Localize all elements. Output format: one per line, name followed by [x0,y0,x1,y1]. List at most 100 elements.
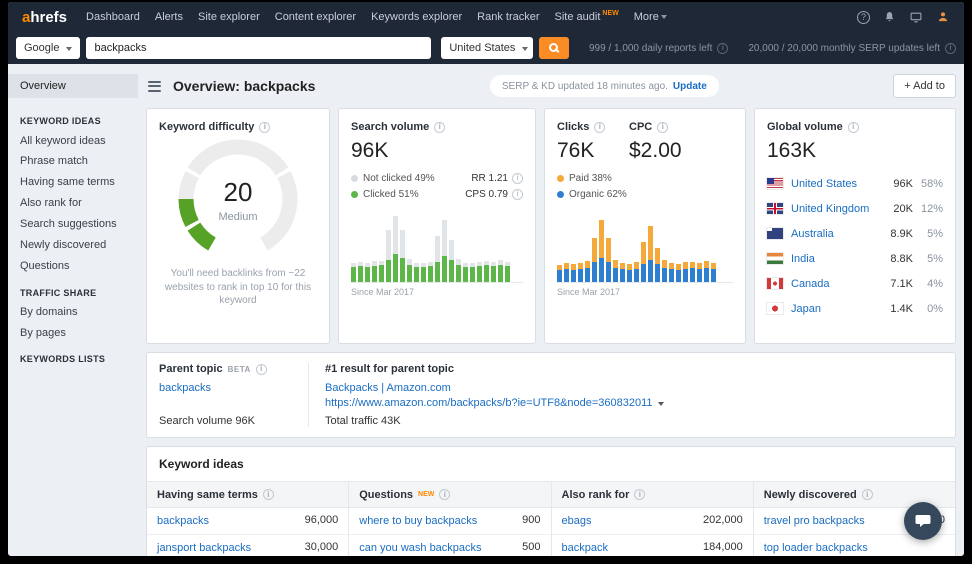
info-icon[interactable] [861,489,873,500]
nav-site-explorer[interactable]: Site explorer [197,11,260,23]
column-header-label: Also rank for [561,488,630,501]
sidebar-item-newly-discovered[interactable]: Newly discovered [20,239,107,252]
country-link[interactable]: Canada [791,277,830,290]
keyword-row: jansport backpacks 30,000 [147,535,348,556]
nav-dashboard[interactable]: Dashboard [86,11,140,23]
keyword-link[interactable]: top loader backpacks [763,542,868,555]
parent-topic-title-row: Parent topic BETA [159,363,296,375]
difficulty-score: 20 [223,177,253,207]
column-header-label: Newly discovered [763,488,857,501]
country-volume: 7.1K [890,277,913,290]
country-link[interactable]: Japan [791,302,821,315]
country-link[interactable]: United States [791,177,858,190]
sidebar-item-all-keyword-ideas[interactable]: All keyword ideas [20,134,106,147]
hamburger-menu-icon[interactable] [146,79,163,94]
country-row: India 8.8K 5% [767,246,943,271]
info-icon[interactable] [594,121,606,133]
nav-keywords-explorer[interactable]: Keywords explorer [371,11,463,23]
nav-more-label: More [633,11,659,23]
bell-icon[interactable] [883,11,896,24]
sidebar-item-also-rank-for[interactable]: Also rank for [20,197,82,210]
sidebar-item-questions[interactable]: Questions [20,260,70,273]
questions-header: Questions NEW [349,482,551,508]
info-icon[interactable] [945,42,956,54]
info-icon[interactable] [847,121,859,133]
keyword-volume: 30,000 [304,541,339,554]
sidebar-item-search-suggestions[interactable]: Search suggestions [20,218,117,231]
sidebar-item-by-domains[interactable]: By domains [20,306,78,319]
add-to-button[interactable]: + Add to [893,74,956,98]
nav-site-audit[interactable]: Site audit NEW [554,10,619,23]
country-percent: 4% [927,277,943,290]
country-percent: 12% [920,202,943,215]
beta-badge: BETA [227,364,251,374]
country-select[interactable]: United States [441,37,534,59]
info-icon[interactable] [657,121,669,133]
country-percent: 58% [920,177,943,190]
sidebar-item-phrase-match[interactable]: Phrase match [20,155,88,168]
info-icon[interactable] [434,121,446,133]
nav-site-audit-label: Site audit [554,11,601,23]
new-badge: NEW [418,490,435,498]
keyword-link[interactable]: backpack [561,542,608,555]
help-icon[interactable] [857,10,870,24]
sidebar: Overview KEYWORD IDEAS All keyword ideas… [8,64,138,556]
clicks-per-search-metric: CPS 0.79 [465,186,523,202]
ahrefs-logo[interactable]: ahrefs [22,9,67,26]
info-icon[interactable] [512,172,523,184]
keyword-link[interactable]: travel pro backpacks [763,515,865,527]
info-icon[interactable] [262,489,274,500]
monitor-icon[interactable] [909,11,923,24]
nav-alerts[interactable]: Alerts [154,11,183,23]
country-row: Canada 7.1K 4% [767,271,943,296]
nav-content-explorer[interactable]: Content explorer [274,11,357,23]
info-icon[interactable] [634,489,646,500]
country-row: United States 96K 58% [767,171,943,196]
result-title-link[interactable]: Backpacks | Amazon.com [325,382,451,394]
nav-rank-tracker[interactable]: Rank tracker [477,11,540,23]
keyword-search-input[interactable] [86,37,432,59]
keyword-link[interactable]: can you wash backpacks [359,542,482,555]
result-url-link[interactable]: https://www.amazon.com/backpacks/b?ie=UT… [325,397,653,409]
keyword-link[interactable]: jansport backpacks [157,542,252,555]
country-link[interactable]: Australia [791,227,834,240]
keyword-link[interactable]: ebags [561,515,592,527]
sidebar-item-by-pages[interactable]: By pages [20,327,66,339]
user-avatar-icon[interactable] [936,10,950,24]
legend-clicked: Clicked 51% [351,186,435,202]
keyword-volume: 96,000 [304,514,339,526]
info-icon[interactable] [717,42,729,54]
country-volume: 8.9K [890,227,913,240]
parent-topic-keyword-link[interactable]: backpacks [159,382,211,394]
logo-rest: hrefs [30,8,68,26]
legend-not-clicked: Not clicked 49% [351,170,435,186]
nav-more[interactable]: More [634,11,667,23]
url-dropdown-caret-icon[interactable] [657,401,664,406]
country-link[interactable]: United Kingdom [791,202,870,215]
logo-letter-a: a [22,8,31,26]
top-navigation: ahrefs Dashboard Alerts Site explorer Co… [8,2,964,32]
info-icon[interactable] [512,188,523,200]
organic-dot-icon [557,190,564,198]
keyword-link[interactable]: backpacks [157,515,209,527]
search-volume-card: Search volume 96K Not clicked 49% Clicke… [338,108,536,344]
info-icon[interactable] [255,363,267,375]
keyword-link[interactable]: where to buy backpacks [359,515,478,527]
keyword-ideas-table: Having same terms backpacks 96,000 janspo… [147,481,955,556]
keyword-volume: 500 [522,541,541,554]
search-engine-select[interactable]: Google [16,37,81,59]
sidebar-item-overview[interactable]: Overview [8,74,138,98]
country-link[interactable]: India [791,252,815,265]
update-link[interactable]: Update [672,80,707,92]
search-volume-title: Search volume [351,121,523,133]
legend-paid: Paid 38% [557,170,733,186]
having-same-terms-column: Having same terms backpacks 96,000 janspo… [147,482,349,556]
chat-bubble-button[interactable] [904,502,942,540]
search-volume-label: Search volume [351,121,430,133]
country-row: United Kingdom 20K 12% [767,196,943,221]
keyword-difficulty-title: Keyword difficulty [159,121,317,133]
info-icon[interactable] [259,121,271,133]
search-button[interactable] [539,37,569,59]
sidebar-item-having-same-terms[interactable]: Having same terms [20,176,115,189]
info-icon[interactable] [439,489,451,500]
